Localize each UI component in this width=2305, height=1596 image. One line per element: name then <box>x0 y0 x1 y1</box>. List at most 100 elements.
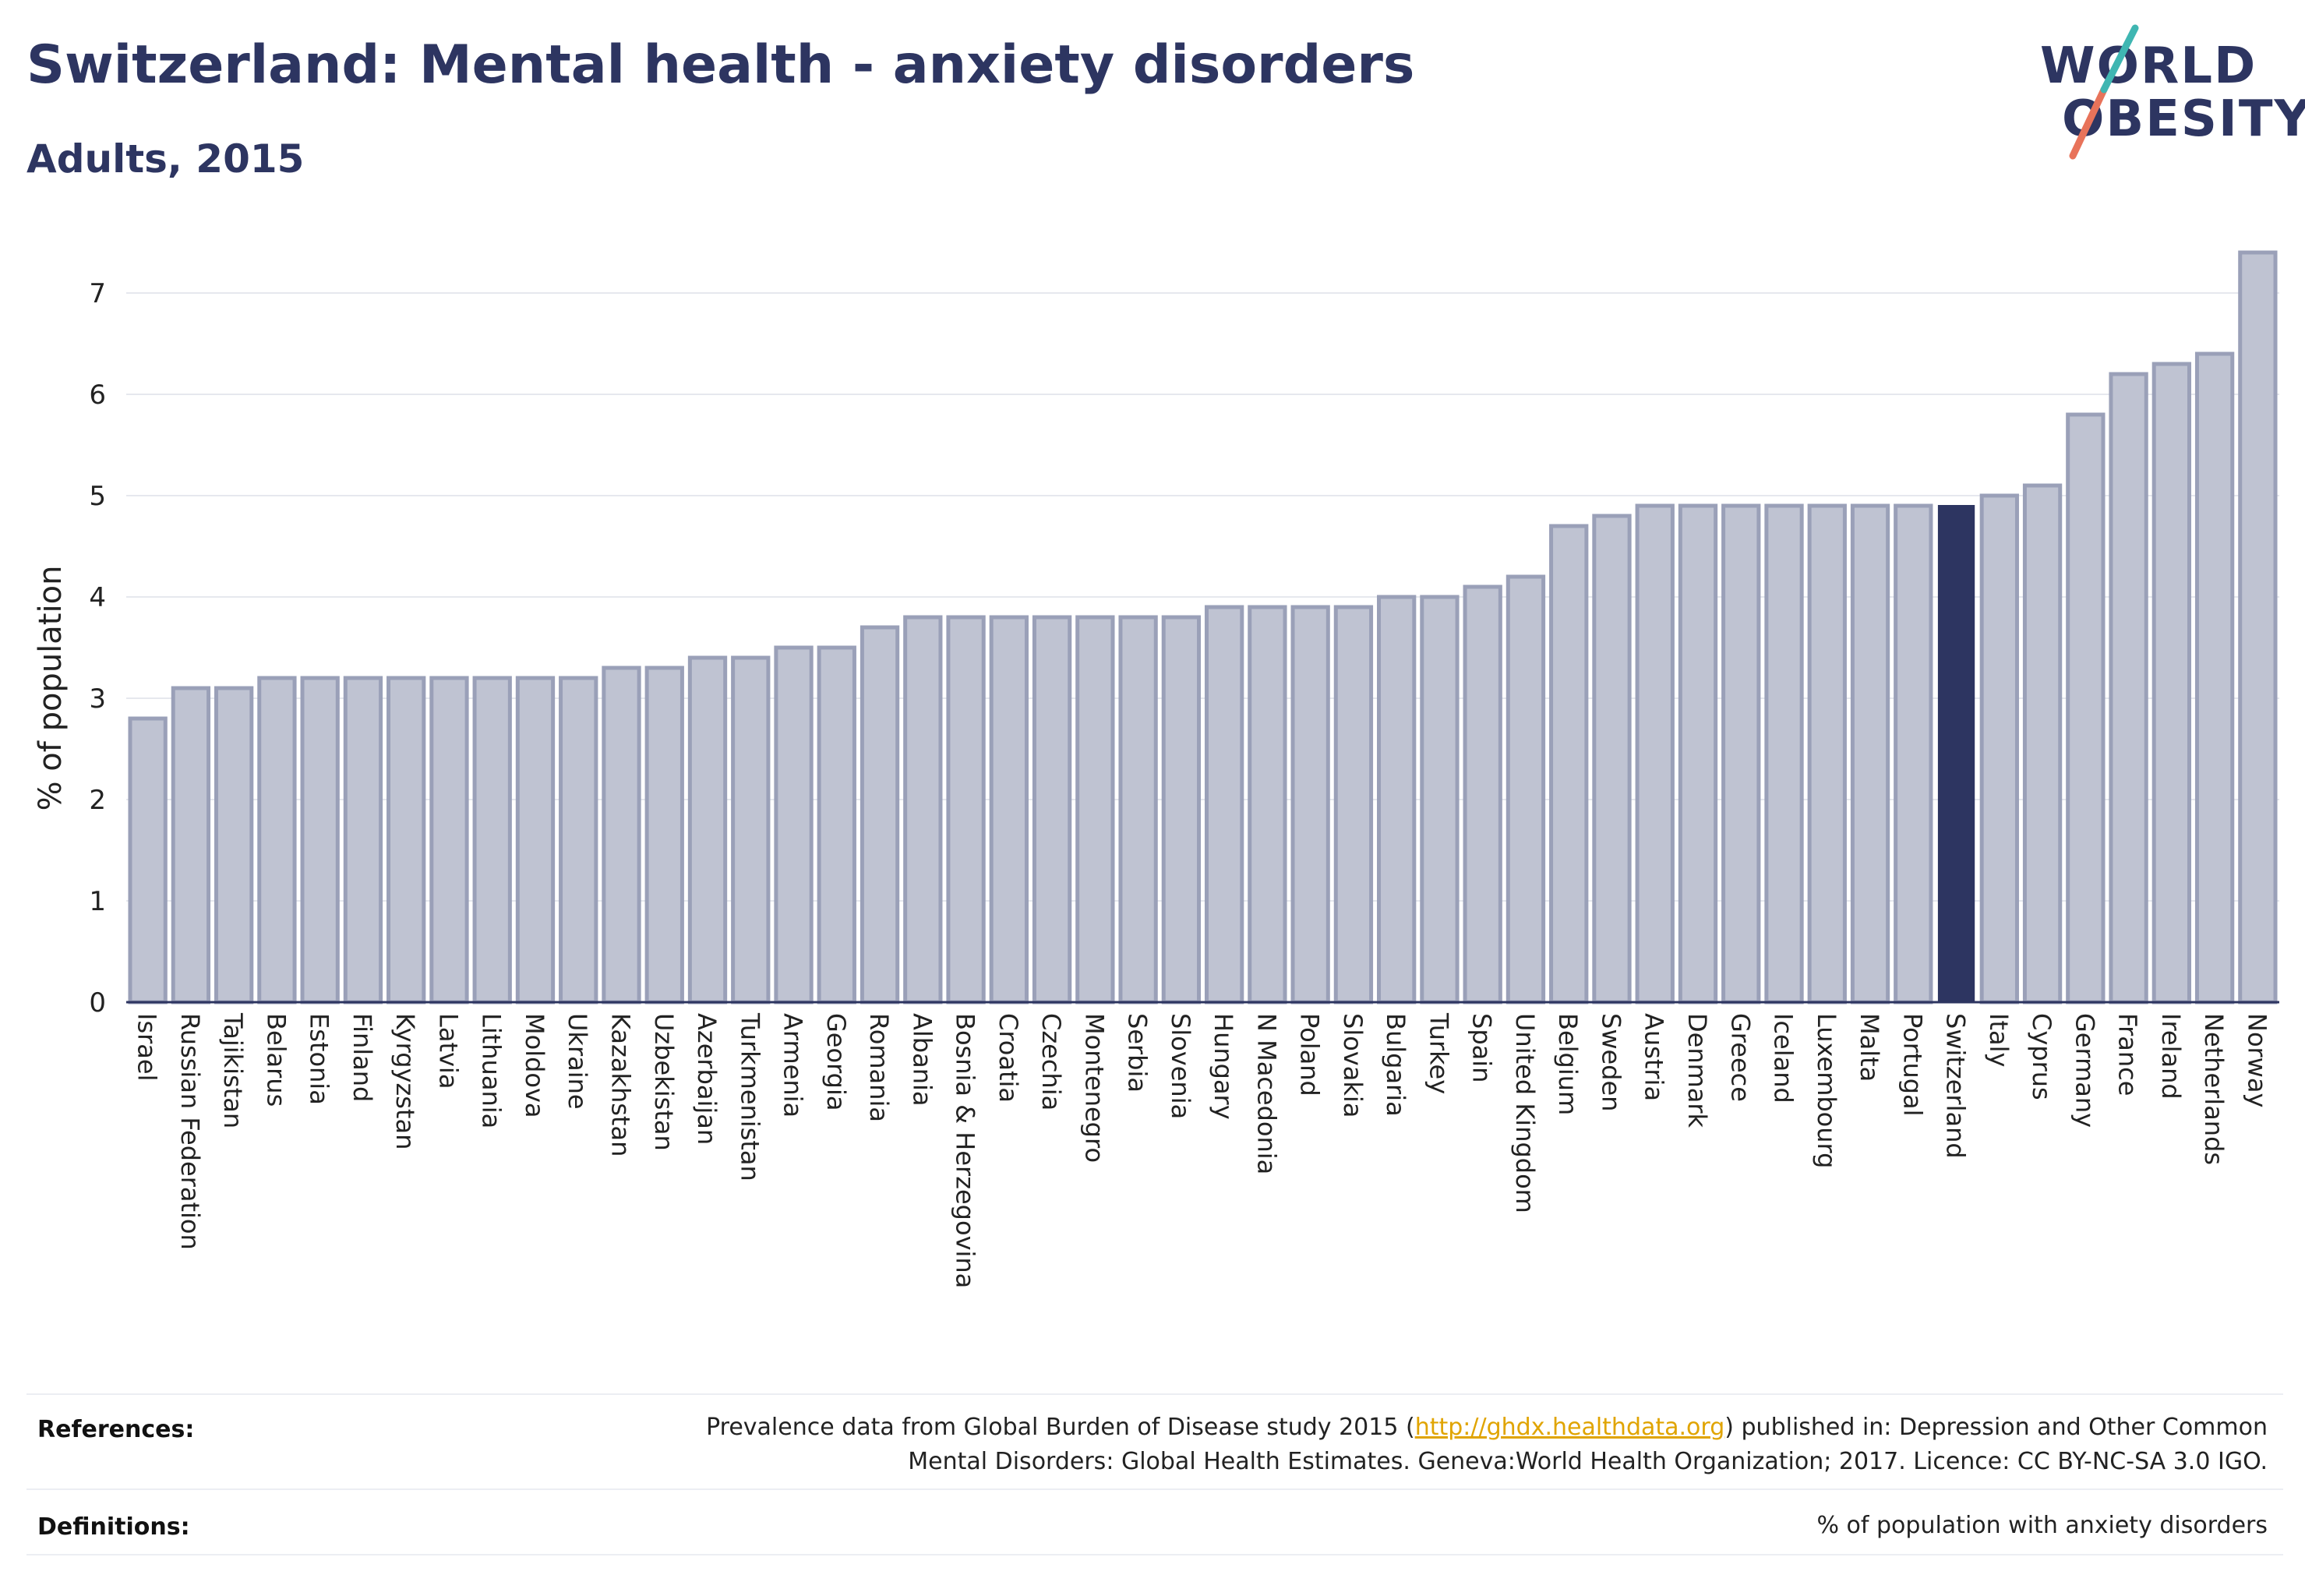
y-tick-label: 1 <box>89 886 106 917</box>
logo-slash-icon <box>2069 24 2139 160</box>
bar <box>2238 250 2278 1005</box>
bar <box>1979 493 2019 1005</box>
bar <box>1592 514 1632 1005</box>
x-category-label: Austria <box>1640 1013 1669 1101</box>
x-category-label: Latvia <box>433 1013 463 1089</box>
bar <box>429 676 469 1005</box>
bar <box>387 676 426 1005</box>
bar <box>1721 503 1761 1005</box>
bar <box>731 655 771 1005</box>
bar <box>1290 605 1330 1005</box>
bar <box>2194 351 2235 1005</box>
bar <box>1161 615 1202 1005</box>
bar <box>860 625 900 1005</box>
bar <box>1764 503 1804 1005</box>
x-category-label: Cyprus <box>2027 1013 2056 1100</box>
x-category-label: Russian Federation <box>175 1013 205 1250</box>
bar <box>644 666 684 1005</box>
bar <box>2109 372 2148 1005</box>
bar <box>989 615 1029 1005</box>
y-tick-label: 4 <box>89 582 106 613</box>
bar <box>1549 524 1589 1005</box>
bar <box>343 676 383 1005</box>
bar <box>1333 605 1374 1005</box>
bar <box>1075 615 1115 1005</box>
bar <box>128 716 168 1005</box>
y-tick-label: 7 <box>89 278 106 309</box>
chart-title: Switzerland: Mental health - anxiety dis… <box>26 34 1415 96</box>
bar <box>774 645 814 1005</box>
bar <box>1420 595 1460 1005</box>
bar <box>1118 615 1158 1005</box>
x-category-label: Switzerland <box>1941 1013 1971 1159</box>
x-category-label: Kyrgyzstan <box>390 1013 420 1149</box>
x-category-label: Greece <box>1725 1013 1755 1102</box>
references-text: Prevalence data from Global Burden of Di… <box>553 1411 2268 1479</box>
chart-subtitle: Adults, 2015 <box>26 136 305 182</box>
bar <box>515 676 556 1005</box>
x-category-label: Israel <box>132 1013 162 1081</box>
bar <box>2066 412 2106 1005</box>
y-tick-label: 3 <box>89 683 106 715</box>
references-text-line2: Mental Disorders: Global Health Estimate… <box>908 1448 2268 1475</box>
bars <box>128 250 2278 1005</box>
bar <box>472 676 512 1005</box>
x-category-label: Azerbaijan <box>692 1013 722 1145</box>
bar <box>1377 595 1417 1005</box>
world-obesity-logo: WORLD OBESITY <box>2026 23 2305 164</box>
x-category-label: Belgium <box>1553 1013 1583 1115</box>
x-category-label: Uzbekistan <box>649 1013 679 1151</box>
x-category-label: Georgia <box>821 1013 851 1110</box>
x-category-label: France <box>2113 1013 2143 1096</box>
y-tick-label: 2 <box>89 785 106 816</box>
x-category-label: Malta <box>1855 1013 1884 1082</box>
x-category-label: Albania <box>907 1013 937 1106</box>
x-category-label: Netherlands <box>2199 1013 2229 1165</box>
definitions-label: Definitions: <box>37 1513 190 1541</box>
footer-divider-top <box>26 1393 2283 1395</box>
x-category-label: Czechia <box>1036 1013 1066 1110</box>
x-category-label: Romania <box>864 1013 894 1122</box>
bar <box>559 676 598 1005</box>
x-category-label: Luxembourg <box>1812 1013 1841 1168</box>
bar <box>903 615 943 1005</box>
x-category-label: Norway <box>2242 1013 2271 1107</box>
references-text-after: ) published in: Depression and Other Com… <box>1724 1414 2268 1441</box>
x-category-label: Sweden <box>1596 1013 1626 1111</box>
x-category-label: N Macedonia <box>1251 1013 1281 1174</box>
references-text-before: Prevalence data from Global Burden of Di… <box>706 1414 1415 1441</box>
footer-divider-bottom <box>26 1554 2283 1555</box>
y-tick-label: 0 <box>89 987 106 1019</box>
x-category-label: Bulgaria <box>1381 1013 1410 1117</box>
bar <box>1032 615 1072 1005</box>
bar <box>171 686 211 1005</box>
bar <box>1850 503 1890 1005</box>
references-link[interactable]: http://ghdx.healthdata.org <box>1414 1414 1725 1441</box>
bar <box>1635 503 1675 1005</box>
bar-highlighted <box>1937 505 1975 1003</box>
y-tick-label: 5 <box>89 481 106 512</box>
x-category-label: Poland <box>1295 1013 1325 1096</box>
footer-divider-middle <box>26 1488 2283 1490</box>
bar <box>602 666 641 1005</box>
bar <box>687 655 728 1005</box>
x-category-label: Armenia <box>778 1013 808 1118</box>
bar <box>257 676 297 1005</box>
x-category-label: Finland <box>348 1013 377 1102</box>
bar <box>1463 584 1502 1005</box>
x-category-label: Croatia <box>994 1013 1023 1103</box>
x-category-label: Ukraine <box>563 1013 592 1110</box>
x-category-label: Slovenia <box>1166 1013 1195 1119</box>
bar <box>1505 574 1546 1005</box>
x-category-label: Lithuania <box>477 1013 507 1128</box>
bar <box>946 615 986 1005</box>
y-tick-label: 6 <box>89 380 106 411</box>
bar-chart: 0 1 2 3 4 5 6 7 Israel Russian Federation Tajikis… <box>33 250 2279 1288</box>
references-label: References: <box>37 1416 195 1443</box>
x-category-label: Italy <box>1984 1013 2014 1067</box>
bar <box>1204 605 1244 1005</box>
x-category-label: Germany <box>2070 1013 2099 1128</box>
x-category-label: Denmark <box>1682 1013 1712 1128</box>
x-category-label: Belarus <box>261 1013 291 1107</box>
bar <box>2022 483 2063 1005</box>
